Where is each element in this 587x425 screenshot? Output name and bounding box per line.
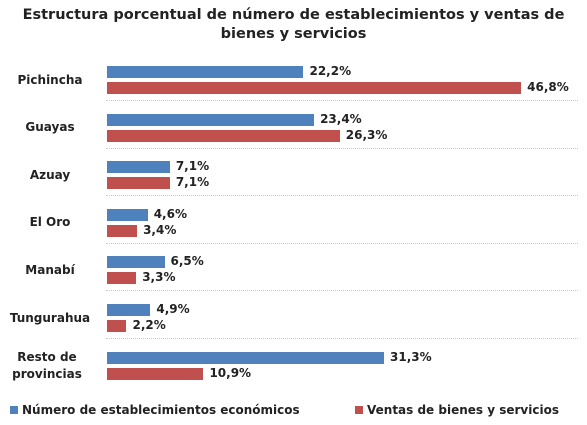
legend-label: Ventas de bienes y servicios [367,403,559,417]
legend-swatch [355,406,363,414]
data-label: 46,8% [527,80,569,94]
category-label: Resto de provincias [12,349,82,381]
bar [107,256,165,269]
data-label: 7,1% [175,175,210,190]
legend-item: Ventas de bienes y servicios [355,403,559,417]
chart-title: Estructura porcentual de número de estab… [22,7,565,42]
bar [107,82,522,94]
data-label: 7,1% [175,159,210,174]
data-label: 3,3% [142,270,176,285]
category-label: Pichincha [17,72,83,87]
bar [107,66,304,78]
data-label: 23,4% [320,111,362,126]
data-label: 26,3% [345,127,388,142]
separator [106,195,578,197]
data-label: 3,4% [143,222,177,237]
bar [107,320,127,332]
data-label: 4,9% [156,302,190,316]
category-label: Guayas [25,120,75,135]
separator [106,100,578,101]
legend-label: Número de establecimientos económicos [22,403,300,417]
bar [107,208,148,221]
legend-item: Número de establecimientos económicos [10,403,300,417]
data-label: 6,5% [170,254,204,269]
bar [107,113,315,126]
category-label: Azuay [29,167,71,182]
bar [107,351,384,364]
bar [107,129,340,142]
separator [106,338,578,339]
separator [106,242,578,244]
separator [106,290,578,292]
legend-swatch [10,406,18,414]
data-label: 2,2% [132,318,166,332]
category-label: Manabí [25,262,75,277]
data-label: 4,6% [153,206,187,221]
separator [106,147,578,149]
bar [107,304,151,316]
category-label: El Oro [29,215,71,230]
data-label: 10,9% [209,365,252,380]
data-label: 22,2% [309,64,352,78]
bar [107,224,138,237]
bar [107,367,204,380]
data-label: 31,3% [390,349,432,364]
bar [107,161,170,174]
bar [107,272,137,285]
bar [107,177,170,190]
category-label: Tungurahua [9,310,91,325]
